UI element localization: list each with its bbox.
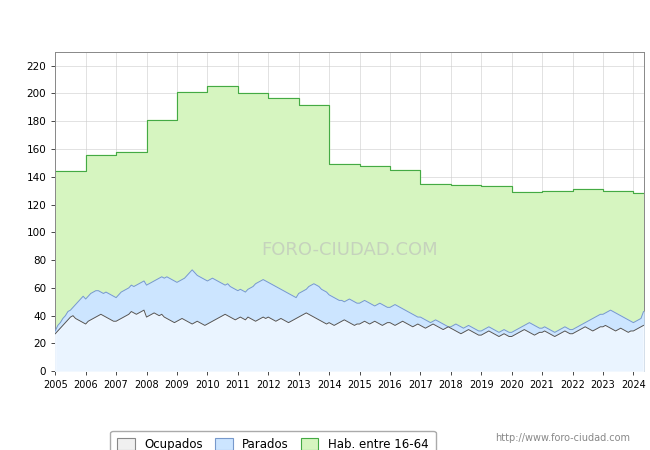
Text: http://www.foro-ciudad.com: http://www.foro-ciudad.com	[495, 433, 630, 443]
Text: Lucena de Jalón  -  Evolucion de la poblacion en edad de Trabajar Mayo de 2024: Lucena de Jalón - Evolucion de la poblac…	[89, 17, 561, 30]
Text: FORO-CIUDAD.COM: FORO-CIUDAD.COM	[261, 241, 437, 259]
Legend: Ocupados, Parados, Hab. entre 16-64: Ocupados, Parados, Hab. entre 16-64	[111, 431, 436, 450]
